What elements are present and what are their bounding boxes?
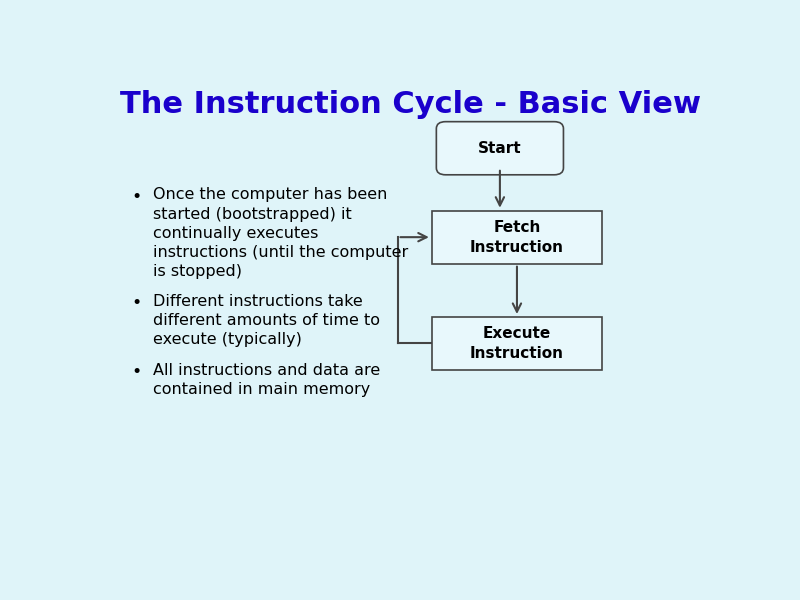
Text: Execute
Instruction: Execute Instruction [470,326,564,361]
Text: •: • [131,294,142,312]
Bar [432,317,602,370]
Text: •: • [131,187,142,205]
Text: Once the computer has been
started (bootstrapped) it
continually executes
instru: Once the computer has been started (boot… [153,187,408,280]
Text: The Instruction Cycle - Basic View: The Instruction Cycle - Basic View [119,90,701,119]
Text: Fetch
Instruction: Fetch Instruction [470,220,564,254]
FancyBboxPatch shape [436,122,563,175]
Text: Start: Start [478,141,522,156]
Text: All instructions and data are
contained in main memory: All instructions and data are contained … [153,363,380,397]
Text: •: • [131,363,142,381]
Text: Different instructions take
different amounts of time to
execute (typically): Different instructions take different am… [153,294,380,347]
Bar [432,211,602,264]
